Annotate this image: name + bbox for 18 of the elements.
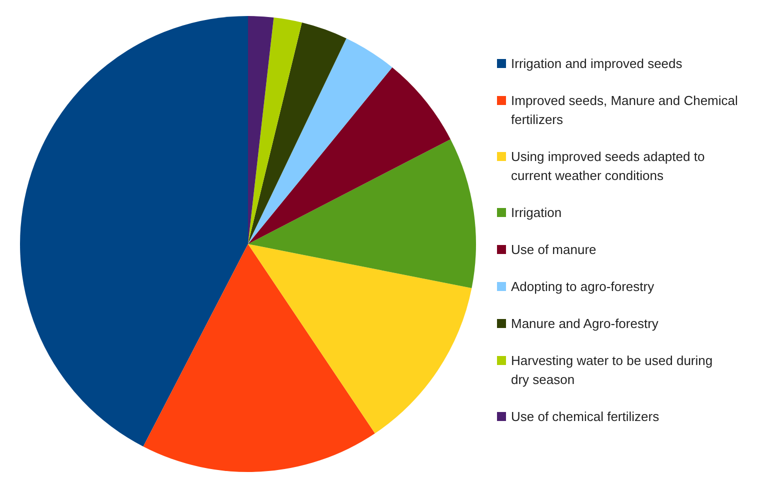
legend-label: Harvesting water to be used during dry season: [511, 353, 713, 387]
pie-slice: [248, 22, 346, 244]
pie-slice: [248, 139, 476, 288]
legend-label: Using improved seeds adapted to current weather conditions: [511, 149, 705, 183]
pie-slice: [248, 67, 450, 244]
legend-label: Use of manure: [511, 242, 596, 257]
pie-slice: [248, 17, 302, 244]
pie-slice: [143, 244, 375, 472]
legend-label: Improved seeds, Manure and Chemical fertilizers: [511, 93, 738, 127]
legend-label: Irrigation and improved seeds: [511, 56, 683, 71]
pie-slice: [248, 38, 392, 244]
legend-label: Irrigation: [511, 205, 562, 220]
legend-label: Manure and Agro-forestry: [511, 316, 659, 331]
legend-label: Adopting to agro-forestry: [511, 279, 655, 294]
legend-label: Use of chemical fertilizers: [511, 409, 660, 424]
pie-slice: [248, 244, 472, 434]
pie-slice: [248, 16, 274, 244]
pie-slice: [20, 16, 248, 446]
